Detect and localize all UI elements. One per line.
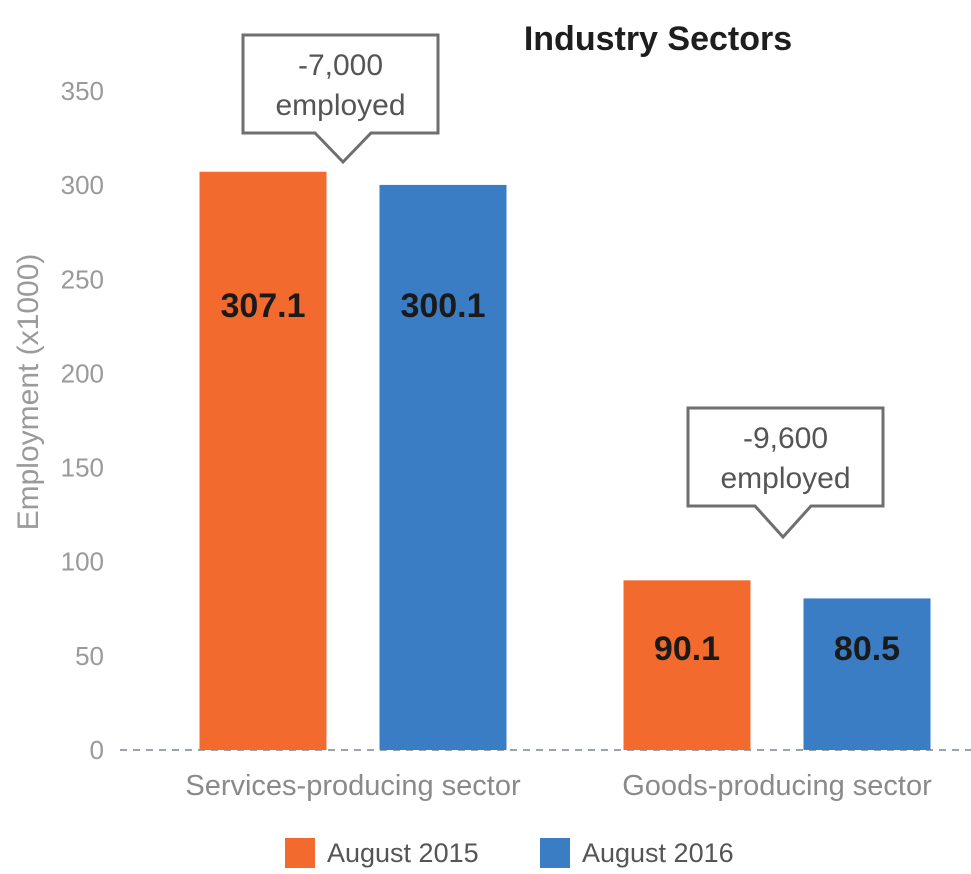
bar xyxy=(623,580,751,750)
y-tick-label: 250 xyxy=(61,264,104,294)
legend: August 2015 August 2016 xyxy=(285,838,734,868)
data-label: 90.1 xyxy=(654,630,720,668)
y-tick-label: 0 xyxy=(90,735,104,765)
legend-label: August 2015 xyxy=(327,838,479,868)
data-labels: 307.1 90.1 300.1 80.5 xyxy=(220,287,900,668)
annotation-callout xyxy=(686,406,885,540)
category-label: Services-producing sector xyxy=(185,770,521,802)
category-label: Goods-producing sector xyxy=(622,770,932,802)
bars xyxy=(199,171,931,751)
annotation-line2: employed xyxy=(720,462,850,495)
bar xyxy=(199,171,327,750)
chart-title: Industry Sectors xyxy=(524,20,792,58)
bar xyxy=(379,184,507,751)
y-tick-label: 300 xyxy=(61,170,104,200)
y-tick-label: 100 xyxy=(61,547,104,577)
y-tick-label: 150 xyxy=(61,453,104,483)
legend-swatch xyxy=(540,838,570,868)
y-tick-label: 50 xyxy=(75,641,104,671)
y-axis-label: Employment (x1000) xyxy=(12,254,45,531)
legend-label: August 2016 xyxy=(582,838,734,868)
bar xyxy=(803,598,931,750)
x-axis-categories: Services-producing sector Goods-producing… xyxy=(185,770,932,802)
annotation-line1: -9,600 xyxy=(743,422,828,455)
data-label: 80.5 xyxy=(834,630,900,668)
y-tick-label: 350 xyxy=(61,76,104,106)
data-label: 307.1 xyxy=(220,287,305,325)
data-label: 300.1 xyxy=(400,287,485,325)
y-axis-ticks: 0 50 100 150 200 250 300 350 xyxy=(61,76,104,765)
annotation-callout xyxy=(241,33,440,165)
y-tick-label: 200 xyxy=(61,358,104,388)
annotation-line1: -7,000 xyxy=(298,49,383,82)
legend-swatch xyxy=(285,838,315,868)
annotations: -7,000 employed -9,600 employed xyxy=(241,33,885,540)
annotation-line2: employed xyxy=(275,89,405,122)
